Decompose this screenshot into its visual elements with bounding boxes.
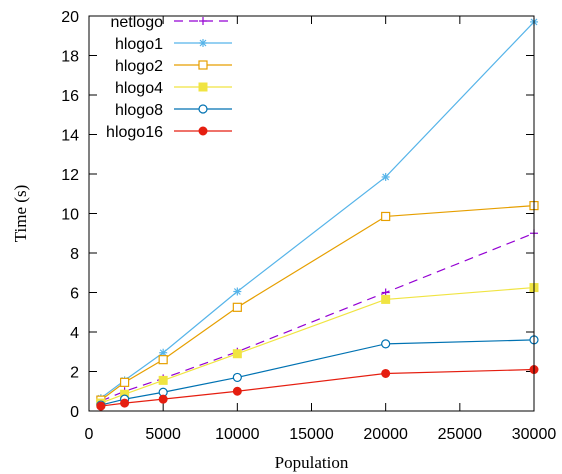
y-tick-label: 6	[70, 286, 79, 303]
marker-stroke	[382, 173, 390, 181]
y-tick-label: 14	[61, 128, 79, 145]
marker-stroke	[199, 39, 207, 47]
legend: netlogo hlogo1 hlogo2 hlogo4 hlogo8 hlogo16	[106, 14, 232, 141]
x-tick-label: 5000	[145, 426, 181, 443]
x-tick-label: 30000	[512, 426, 557, 443]
y-tick-label: 20	[61, 9, 79, 26]
data-point	[381, 172, 390, 181]
legend-item: hlogo1	[115, 36, 232, 53]
y-axis-label: Time (s)	[11, 185, 30, 242]
legend-item: hlogo8	[115, 102, 232, 119]
marker-stroke	[233, 288, 241, 295]
data-point	[381, 211, 391, 222]
x-tick-label: 10000	[215, 426, 260, 443]
y-tick-label: 2	[70, 365, 79, 382]
y-tick-label: 18	[61, 49, 79, 66]
data-point	[232, 349, 242, 359]
data-point	[232, 386, 242, 396]
data-point	[232, 302, 242, 312]
data-point	[381, 339, 391, 349]
legend-label: hlogo8	[115, 102, 163, 119]
data-point	[381, 368, 391, 378]
series-line	[100, 286, 535, 404]
x-tick-label: 0	[85, 426, 94, 443]
legend-item: hlogo16	[106, 124, 232, 141]
y-tick-label: 16	[61, 88, 79, 105]
data-point	[233, 287, 242, 296]
legend-marker	[198, 82, 208, 92]
plot-series	[96, 17, 539, 411]
y-tick-label: 10	[61, 207, 79, 224]
legend-label: hlogo1	[115, 36, 163, 53]
series-hlogo2	[96, 201, 539, 405]
legend-marker	[198, 126, 208, 136]
legend-marker	[198, 60, 208, 70]
x-tick-label: 25000	[438, 426, 483, 443]
legend-marker	[198, 104, 208, 114]
data-point	[158, 355, 168, 365]
data-point	[120, 398, 130, 408]
data-point	[381, 294, 391, 304]
x-tick-label: 15000	[289, 426, 334, 443]
x-axis-label: Population	[275, 453, 349, 472]
legend-label: hlogo2	[115, 58, 163, 75]
data-point	[232, 372, 242, 383]
data-point	[119, 377, 130, 387]
legend-marker	[199, 39, 207, 47]
legend-item: netlogo	[111, 14, 232, 31]
legend-marker	[199, 17, 207, 25]
legend-label: hlogo16	[106, 124, 163, 141]
data-point	[158, 375, 168, 385]
series-hlogo8	[96, 335, 539, 410]
axis-ticks: 0 2 4 6 8 10 12 14 16 18 20 0 5000 10000 15000 20000 250…	[61, 9, 556, 443]
x-tick-label: 20000	[363, 426, 408, 443]
legend-label: hlogo4	[115, 80, 163, 97]
legend-label: netlogo	[111, 14, 164, 31]
legend-item: hlogo4	[115, 80, 232, 97]
series-hlogo16	[96, 365, 539, 411]
data-point	[158, 394, 168, 404]
data-point	[96, 401, 106, 411]
legend-item: hlogo2	[115, 58, 232, 75]
marker-stroke	[159, 349, 167, 357]
y-tick-label: 4	[70, 325, 79, 342]
y-tick-label: 12	[61, 167, 79, 184]
plot-frame	[88, 15, 535, 412]
y-tick-label: 0	[70, 404, 79, 421]
y-tick-label: 8	[70, 246, 79, 263]
